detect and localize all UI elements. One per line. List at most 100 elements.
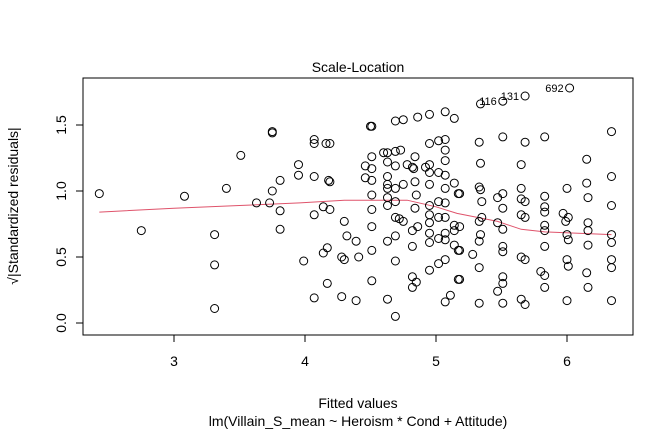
data-point bbox=[325, 139, 335, 148]
data-point bbox=[434, 136, 444, 146]
data-point bbox=[558, 208, 568, 218]
data-point bbox=[468, 249, 478, 259]
data-point bbox=[425, 139, 434, 148]
data-point bbox=[440, 156, 450, 166]
data-point bbox=[267, 127, 277, 137]
data-point bbox=[383, 157, 392, 167]
data-point bbox=[367, 276, 377, 286]
smooth-line bbox=[99, 199, 612, 236]
data-point bbox=[425, 168, 434, 177]
data-point bbox=[367, 205, 377, 214]
data-point bbox=[402, 160, 412, 170]
data-point bbox=[434, 234, 444, 243]
data-point bbox=[425, 109, 434, 119]
data-point bbox=[425, 265, 434, 275]
data-point bbox=[210, 304, 220, 313]
data-point bbox=[607, 127, 616, 137]
data-point bbox=[351, 236, 361, 246]
data-point bbox=[325, 205, 335, 214]
data-point bbox=[583, 282, 593, 292]
data-point bbox=[583, 226, 593, 236]
chart-subtitle: lm(Villain_S_mean ~ Heroism * Cond + Att… bbox=[209, 413, 508, 429]
data-point bbox=[413, 222, 423, 232]
data-point bbox=[440, 107, 450, 117]
data-point bbox=[367, 222, 377, 232]
data-point bbox=[267, 186, 277, 196]
data-point bbox=[398, 179, 408, 189]
data-point bbox=[434, 197, 444, 207]
data-point bbox=[440, 135, 450, 144]
data-point bbox=[275, 206, 285, 216]
data-point bbox=[516, 294, 526, 304]
data-point bbox=[540, 226, 550, 236]
data-point bbox=[309, 135, 319, 144]
data-point bbox=[563, 261, 573, 271]
data-point bbox=[396, 145, 406, 155]
data-point bbox=[425, 228, 434, 238]
data-point bbox=[607, 296, 616, 306]
data-point bbox=[474, 263, 484, 273]
data-point bbox=[520, 255, 530, 265]
data-point bbox=[476, 99, 485, 109]
data-point bbox=[367, 121, 377, 131]
data-point bbox=[425, 210, 434, 220]
data-point bbox=[413, 112, 423, 122]
data-point bbox=[309, 139, 319, 148]
data-point bbox=[455, 222, 465, 232]
data-point bbox=[390, 231, 400, 241]
data-point bbox=[322, 243, 332, 253]
data-point bbox=[477, 197, 487, 207]
data-point bbox=[383, 172, 392, 181]
data-point bbox=[407, 272, 417, 282]
data-point bbox=[180, 191, 189, 201]
data-point bbox=[540, 282, 550, 292]
data-point bbox=[474, 236, 484, 246]
data-point bbox=[476, 158, 485, 168]
data-point bbox=[583, 240, 593, 250]
data-point bbox=[455, 189, 465, 199]
data-point bbox=[562, 230, 572, 240]
data-point bbox=[520, 212, 530, 222]
data-point bbox=[607, 238, 616, 247]
data-point bbox=[407, 162, 417, 172]
data-point bbox=[221, 183, 231, 193]
data-point bbox=[294, 170, 303, 180]
data-point bbox=[410, 177, 420, 187]
data-point bbox=[493, 193, 503, 203]
data-point bbox=[565, 83, 575, 93]
data-point bbox=[367, 152, 377, 162]
x-tick-label: 4 bbox=[301, 353, 309, 369]
data-point bbox=[582, 268, 592, 278]
data-point bbox=[367, 164, 377, 174]
data-point bbox=[562, 296, 572, 306]
data-point bbox=[210, 230, 220, 240]
point-label: 692 bbox=[545, 83, 563, 95]
data-point bbox=[516, 183, 526, 193]
data-point bbox=[390, 146, 400, 156]
data-point bbox=[367, 175, 377, 185]
data-point bbox=[440, 228, 450, 238]
data-point bbox=[562, 183, 572, 193]
data-point bbox=[498, 189, 508, 199]
data-point bbox=[409, 164, 419, 174]
data-point bbox=[498, 298, 508, 308]
data-point bbox=[275, 224, 285, 234]
data-point bbox=[440, 297, 450, 307]
data-point bbox=[252, 198, 261, 208]
data-point bbox=[540, 220, 550, 230]
data-point bbox=[339, 216, 349, 226]
data-point bbox=[425, 179, 434, 189]
data-point bbox=[324, 175, 334, 185]
y-tick-label: 0.0 bbox=[53, 313, 69, 333]
data-point bbox=[498, 96, 508, 106]
data-point bbox=[440, 235, 450, 245]
data-point bbox=[390, 311, 400, 321]
data-point bbox=[540, 271, 550, 280]
data-point bbox=[583, 218, 593, 228]
data-point bbox=[390, 116, 400, 126]
data-point bbox=[434, 259, 444, 269]
data-point bbox=[493, 218, 503, 228]
data-point bbox=[309, 210, 319, 220]
x-axis-label: Fitted values bbox=[318, 395, 397, 411]
data-point bbox=[411, 190, 421, 200]
